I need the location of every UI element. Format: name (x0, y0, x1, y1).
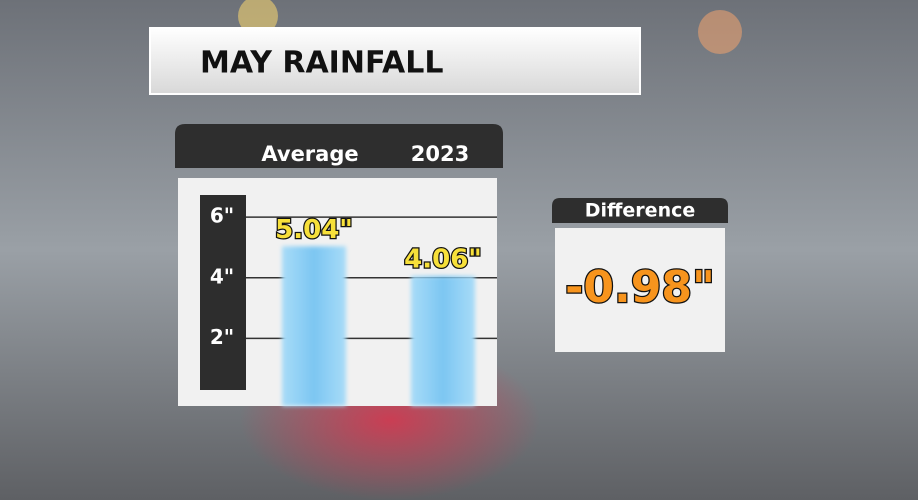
category-label: Average (261, 142, 358, 166)
difference-label: Difference (585, 200, 696, 222)
difference-header (552, 198, 728, 223)
y-tick-label: 2" (210, 325, 234, 349)
header-bar (175, 124, 503, 168)
y-tick-label: 4" (210, 264, 234, 288)
category-label: 2023 (411, 142, 469, 166)
background-light (238, 0, 278, 36)
title-banner (149, 27, 641, 95)
value-label: 5.04" (275, 215, 353, 245)
y-tick-label: 6" (210, 204, 234, 228)
chart-title: MAY RAINFALL (200, 46, 443, 81)
bar (282, 246, 346, 406)
value-label: 4.06" (404, 244, 482, 274)
difference-value: -0.98" (565, 262, 715, 313)
difference-panel (555, 228, 725, 352)
y-axis-strip (200, 195, 246, 390)
background-light (698, 10, 742, 54)
bar (411, 275, 475, 406)
